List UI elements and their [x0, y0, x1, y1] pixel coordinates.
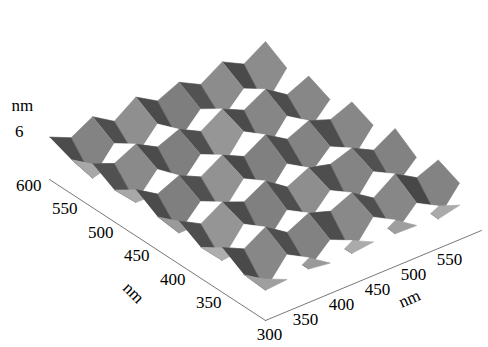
- svg-text:400: 400: [329, 295, 355, 314]
- svg-text:350: 350: [196, 293, 222, 312]
- svg-text:550: 550: [52, 199, 78, 218]
- svg-text:nm: nm: [12, 96, 34, 115]
- svg-text:300: 300: [257, 325, 283, 344]
- svg-text:nm: nm: [119, 278, 148, 307]
- svg-text:500: 500: [88, 223, 114, 242]
- svg-text:400: 400: [160, 270, 186, 289]
- svg-text:350: 350: [293, 310, 319, 329]
- svg-text:550: 550: [437, 250, 463, 269]
- svg-text:6: 6: [15, 122, 24, 141]
- svg-text:nm: nm: [396, 286, 424, 312]
- svg-text:450: 450: [365, 280, 391, 299]
- svg-text:600: 600: [16, 176, 42, 195]
- svg-text:450: 450: [124, 246, 150, 265]
- svg-text:500: 500: [401, 265, 427, 284]
